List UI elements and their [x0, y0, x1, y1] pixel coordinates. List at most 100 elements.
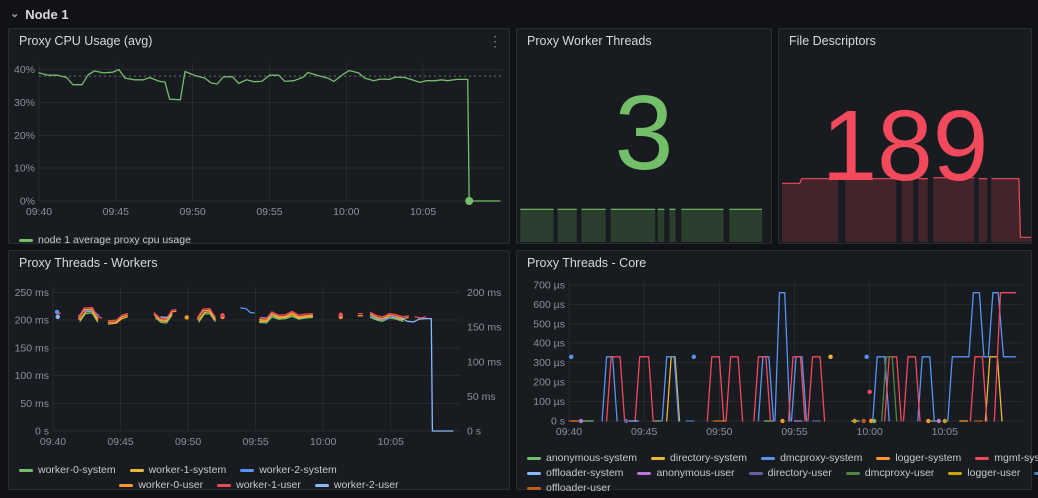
y-tick-label-right: 150 ms: [467, 322, 501, 334]
legend-item[interactable]: worker-2-user: [314, 479, 399, 492]
cpu-usage-chart[interactable]: 09:40 09:45 09:50 09:55 10:00 10:05 0% 10% 20% 30…: [9, 53, 509, 227]
panel-file-descriptors: File Descriptors 189: [778, 28, 1032, 244]
legend-label: worker-1-user: [236, 479, 301, 491]
x-tick-label: 09:45: [631, 426, 657, 438]
panel-title-proxy-cpu-usage[interactable]: Proxy CPU Usage (avg): [9, 29, 509, 53]
legend-item[interactable]: anonymous-system: [527, 452, 637, 465]
panel-menu-icon[interactable]: ⋮: [488, 33, 502, 49]
panel-title-text: File Descriptors: [789, 34, 876, 48]
legend-swatch: [948, 472, 963, 475]
y-tick-label: 20%: [14, 130, 35, 142]
legend-label: directory-system: [670, 452, 748, 464]
legend-label: logger-user: [967, 467, 1021, 479]
panel-proxy-threads-core: Proxy Threads - Core 09:40 09:45 09:50 09:5…: [516, 250, 1038, 494]
worker-threads-sparkline[interactable]: [517, 204, 771, 242]
legend-item[interactable]: dmcproxy-system: [761, 452, 862, 465]
x-tick-label: 09:50: [175, 436, 201, 448]
row-header-node1[interactable]: ⌄ Node 1: [10, 5, 69, 23]
y-tick-label-right: 100 ms: [467, 356, 501, 368]
y-tick-label: 0 s: [35, 426, 49, 438]
legend-item[interactable]: mgmt-system: [975, 452, 1038, 465]
legend-item[interactable]: worker-0-system: [19, 464, 116, 477]
core-legend-row-3: offloader-user: [517, 480, 1031, 495]
x-tick-label: 09:45: [103, 206, 129, 218]
legend-item[interactable]: directory-system: [651, 452, 747, 465]
y-tick-label: 30%: [14, 97, 35, 109]
y-tick-label: 300 µs: [533, 357, 565, 369]
legend-item[interactable]: worker-0-user: [119, 479, 203, 492]
legend-item[interactable]: worker-2-system: [240, 464, 337, 477]
legend-item[interactable]: node 1 average proxy cpu usage: [19, 234, 191, 247]
legend-item[interactable]: logger-user: [948, 467, 1020, 480]
legend-swatch: [651, 457, 666, 460]
chevron-down-icon: ⌄: [10, 8, 20, 20]
legend-swatch: [876, 457, 891, 460]
legend-item[interactable]: offloader-system: [527, 467, 623, 480]
y-tick-label: 700 µs: [533, 279, 565, 291]
x-tick-label: 09:40: [556, 426, 582, 438]
x-tick-label: 09:55: [781, 426, 807, 438]
workers-legend-row-1: worker-0-system worker-1-system worker-2-s…: [9, 462, 509, 477]
x-tick-label: 10:00: [333, 206, 359, 218]
legend-swatch: [1034, 472, 1038, 475]
x-tick-label: 09:45: [107, 436, 133, 448]
legend-label: node 1 average proxy cpu usage: [38, 234, 191, 246]
core-legend-row-2: offloader-system anonymous-user directory-…: [517, 465, 1038, 480]
x-tick-label: 10:05: [378, 436, 404, 448]
legend-label: mgmt-system: [994, 452, 1038, 464]
legend-item[interactable]: anonymous-user: [637, 467, 735, 480]
x-tick-label: 09:50: [706, 426, 732, 438]
legend-label: dmcproxy-user: [864, 467, 935, 479]
legend-swatch: [845, 472, 860, 475]
legend-label: worker-2-user: [333, 479, 399, 491]
threads-core-chart[interactable]: 09:40 09:45 09:50 09:55 10:00 10:05 0 s 100 µs 2…: [517, 275, 1031, 445]
panel-title-text: Proxy CPU Usage (avg): [19, 34, 153, 48]
legend-swatch: [637, 472, 652, 475]
legend-swatch: [240, 469, 255, 472]
x-tick-label: 09:40: [26, 206, 52, 218]
legend-item[interactable]: logger-system: [876, 452, 961, 465]
legend-swatch: [119, 484, 134, 487]
file-descriptors-sparkline[interactable]: [779, 170, 1031, 242]
threads-workers-chart[interactable]: 09:40 09:45 09:50 09:55 10:00 10:05 0 s 50 ms 10…: [9, 275, 509, 457]
y-tick-label: 40%: [14, 64, 35, 76]
legend-item[interactable]: mgmt-user: [1034, 467, 1038, 480]
y-tick-label: 400 µs: [533, 338, 565, 350]
x-tick-label: 10:05: [410, 206, 436, 218]
panel-title-worker-threads[interactable]: Proxy Worker Threads: [517, 29, 771, 53]
legend-label: worker-0-system: [38, 464, 116, 476]
legend-swatch: [975, 457, 990, 460]
y-tick-label: 0 s: [551, 416, 565, 428]
legend-label: offloader-user: [546, 482, 611, 494]
legend-swatch: [527, 487, 541, 490]
legend-item[interactable]: dmcproxy-user: [845, 467, 935, 480]
y-tick-label: 0%: [20, 196, 35, 208]
x-tick-label: 10:05: [932, 426, 958, 438]
legend-item[interactable]: worker-1-user: [217, 479, 301, 492]
y-tick-label: 200 ms: [15, 315, 49, 327]
panel-title-text: Proxy Worker Threads: [527, 34, 652, 48]
y-tick-label: 10%: [14, 163, 35, 175]
legend-label: logger-system: [895, 452, 962, 464]
x-tick-label: 09:55: [243, 436, 269, 448]
y-tick-label-right: 200 ms: [467, 287, 501, 299]
y-tick-label: 200 µs: [533, 377, 565, 389]
panel-title-text: Proxy Threads - Workers: [19, 256, 158, 270]
panel-title-threads-workers[interactable]: Proxy Threads - Workers: [9, 251, 509, 275]
core-legend-row-1: anonymous-system directory-system dmcproxy…: [517, 450, 1038, 465]
y-tick-label: 100 µs: [533, 396, 565, 408]
legend-label: worker-0-user: [138, 479, 204, 491]
legend-label: worker-1-system: [148, 464, 227, 476]
legend-swatch: [527, 457, 541, 460]
y-tick-label: 600 µs: [533, 299, 565, 311]
legend-item[interactable]: worker-1-system: [129, 464, 227, 477]
legend-swatch: [748, 472, 763, 475]
legend-item[interactable]: offloader-user: [527, 482, 611, 495]
y-tick-label-right: 50 ms: [467, 391, 496, 403]
legend-item[interactable]: directory-user: [748, 467, 832, 480]
panel-title-threads-core[interactable]: Proxy Threads - Core: [517, 251, 1031, 275]
panel-title-file-descriptors[interactable]: File Descriptors: [779, 29, 1031, 53]
legend-label: anonymous-system: [546, 452, 638, 464]
panel-proxy-cpu-usage: Proxy CPU Usage (avg) ⋮ 09:40 09:45 09:50 0…: [8, 28, 510, 247]
